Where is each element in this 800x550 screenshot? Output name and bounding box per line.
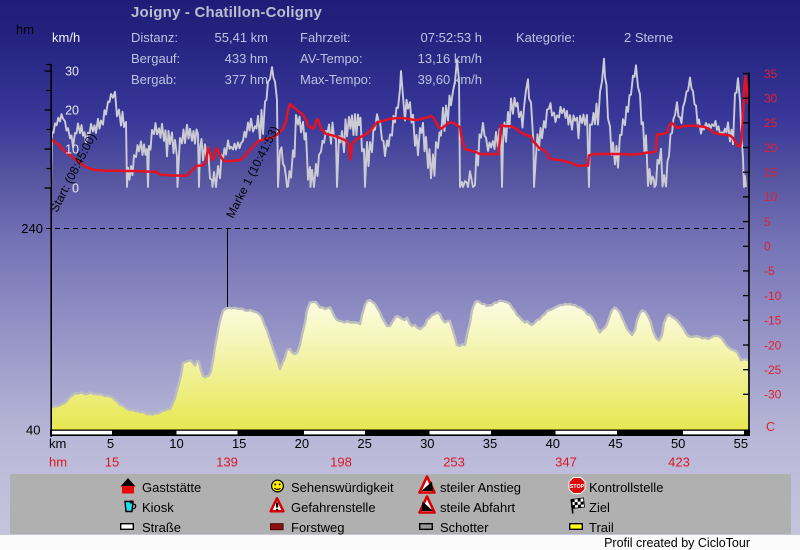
svg-text:-5: -5 [764,264,775,278]
svg-text:0: 0 [72,182,79,196]
svg-text:20: 20 [764,141,778,155]
svg-text:240: 240 [21,221,43,236]
svg-text:5: 5 [107,436,114,451]
svg-text:25: 25 [357,436,371,451]
svg-text:10: 10 [65,143,79,157]
svg-text:hm: hm [16,22,34,37]
svg-text:-15: -15 [764,314,782,328]
svg-text:10: 10 [169,436,183,451]
svg-text:20: 20 [65,104,79,118]
svg-text:-25: -25 [764,363,782,377]
svg-text:C: C [766,420,775,434]
svg-text:423: 423 [668,455,690,470]
svg-text:40: 40 [26,423,40,438]
svg-text:25: 25 [764,116,778,130]
svg-text:-10: -10 [764,289,782,303]
svg-text:15: 15 [764,166,778,180]
svg-text:30: 30 [420,436,434,451]
svg-text:40: 40 [546,436,560,451]
svg-text:STOP: STOP [570,484,585,490]
svg-text:10: 10 [764,190,778,204]
svg-text:-30: -30 [764,388,782,402]
svg-text:55: 55 [734,436,748,451]
svg-text:0: 0 [764,240,771,254]
svg-text:km: km [49,436,66,451]
svg-text:5: 5 [764,215,771,229]
svg-text:30: 30 [764,92,778,106]
svg-text:347: 347 [555,455,577,470]
svg-text:50: 50 [671,436,685,451]
svg-text:198: 198 [330,455,352,470]
svg-text:253: 253 [443,455,465,470]
svg-text:45: 45 [608,436,622,451]
svg-text:-20: -20 [764,338,782,352]
svg-text:35: 35 [764,67,778,81]
svg-text:30: 30 [65,65,79,79]
svg-text:20: 20 [295,436,309,451]
svg-text:15: 15 [232,436,246,451]
svg-text:hm: hm [49,455,67,470]
svg-text:139: 139 [216,455,238,470]
svg-text:km/h: km/h [52,30,80,45]
svg-text:15: 15 [105,455,119,470]
svg-text:35: 35 [483,436,497,451]
